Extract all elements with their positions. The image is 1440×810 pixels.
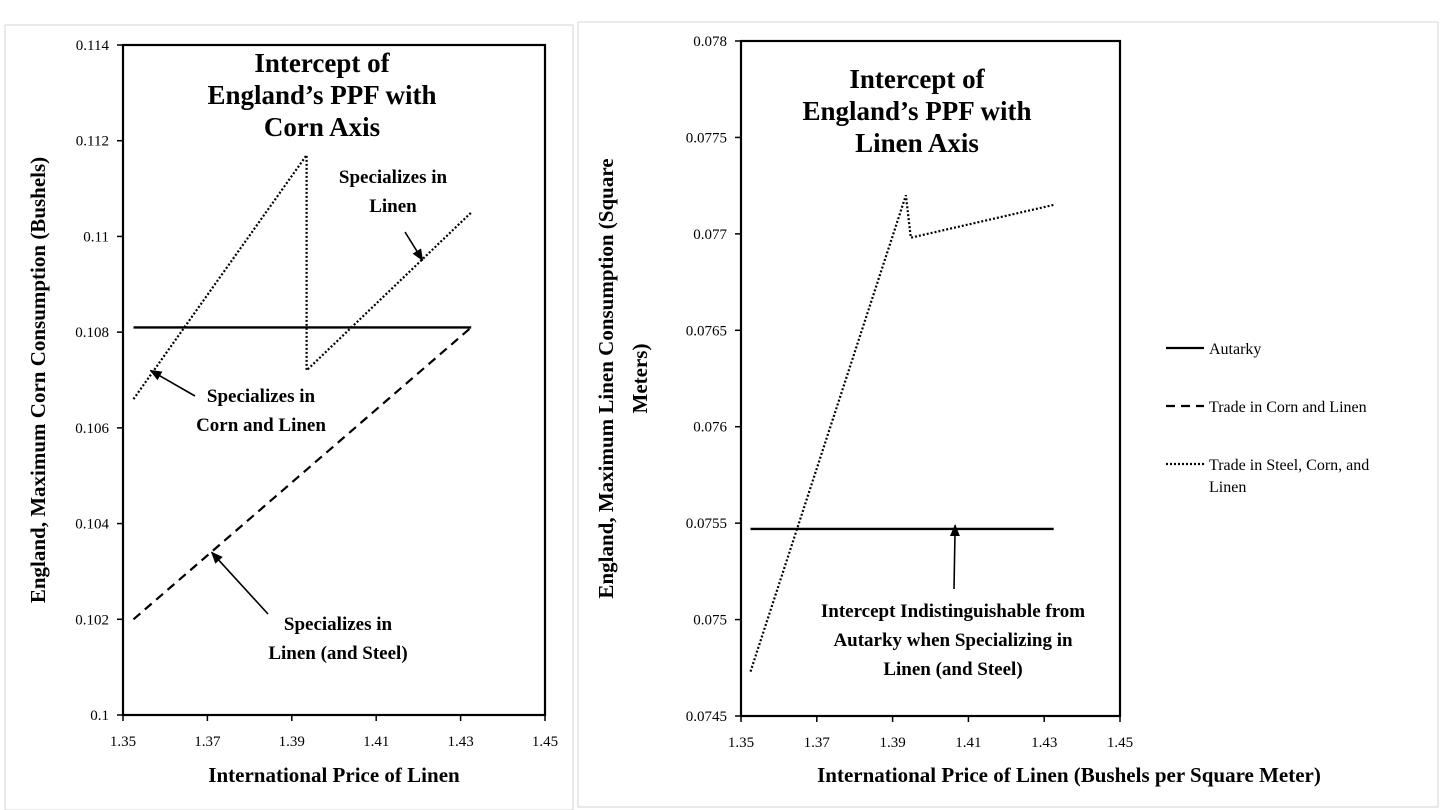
annotation-line: Intercept Indistinguishable from <box>821 601 1085 622</box>
y-tick-label: 0.078 <box>693 34 727 50</box>
y-tick-label: 0.076 <box>693 420 727 436</box>
annotation-line: Intercept of <box>254 48 390 78</box>
x-tick-label: 1.37 <box>194 734 221 750</box>
annotation-line: England’s PPF with <box>802 96 1031 126</box>
legend-label: Autarky <box>1209 341 1261 358</box>
annotation-title: Intercept of England’s PPF with Linen Axis <box>802 64 1031 158</box>
plot-area <box>121 43 547 717</box>
y-tick-label: 0.077 <box>693 227 727 243</box>
annotation-arrow <box>149 369 196 397</box>
series-line <box>132 151 472 400</box>
annotation-line: Specializes in <box>284 614 393 635</box>
x-tick-label: 1.35 <box>728 735 754 751</box>
annotation-label: Specializes in Linen (and Steel) <box>268 614 407 664</box>
annotation-line: Corn and Linen <box>196 415 326 436</box>
legend-label: Trade in Steel, Corn, and Linen <box>1209 457 1369 496</box>
y-axis-title: England, Maximum Linen Consumption (Squa… <box>594 158 652 598</box>
y-tick-label: 0.114 <box>76 38 110 54</box>
y-tick-label: 0.0755 <box>686 516 727 532</box>
series-line <box>749 194 1054 672</box>
annotation-arrow <box>949 524 960 590</box>
x-tick-label: 1.43 <box>1031 735 1057 751</box>
annotation-line: Specializes in <box>339 167 448 188</box>
y-tick-label: 0.104 <box>75 517 109 533</box>
annotation-line: Specializes in <box>207 386 316 407</box>
chart-legend: Autarky Trade in Corn and Linen Trade in S… <box>1166 341 1369 496</box>
annotation-line: Linen Axis <box>855 128 979 158</box>
y-axis-title-line: Meters) <box>628 344 652 414</box>
y-tick-label: 0.0775 <box>686 130 727 146</box>
panel-frame <box>577 21 1439 808</box>
y-axis-title-line: England, Maximum Linen Consumption (Squa… <box>594 158 618 598</box>
x-tick-label: 1.41 <box>363 734 389 750</box>
annotation-arrow <box>210 551 269 615</box>
x-tick-label: 1.39 <box>279 734 305 750</box>
x-tick-label: 1.39 <box>879 735 905 751</box>
annotation-label: Specializes in Linen <box>339 167 448 217</box>
chart-linen-axis: 1.35 1.37 1.39 1.41 1.43 1.45 0.0745 0.075 0.075… <box>577 21 1439 808</box>
annotation-label: Intercept Indistinguishable from Autarky … <box>821 601 1085 680</box>
x-axis-title: International Price of Linen <box>208 763 460 787</box>
x-tick-label: 1.45 <box>532 734 558 750</box>
y-tick-label: 0.106 <box>75 421 109 437</box>
x-tick-label: 1.43 <box>447 734 473 750</box>
y-tick-label: 0.102 <box>75 612 109 628</box>
annotation-label: Specializes in Corn and Linen <box>196 386 326 436</box>
legend-label-line: Linen <box>1209 479 1246 496</box>
y-tick-label: 0.11 <box>83 229 109 245</box>
y-tick-label: 0.112 <box>76 134 109 150</box>
y-axis-title-line: England, Maximum Corn Consumption (Bushe… <box>26 157 50 603</box>
panel-frame <box>4 24 574 810</box>
y-tick-label: 0.0745 <box>686 709 727 725</box>
annotation-arrow <box>404 231 424 262</box>
y-axis-title: England, Maximum Corn Consumption (Bushe… <box>26 157 50 603</box>
y-tick-label: 0.108 <box>75 325 109 341</box>
plot-area <box>739 39 1122 718</box>
x-tick-label: 1.37 <box>804 735 831 751</box>
y-tick-label: 0.1 <box>90 708 109 724</box>
annotation-line: Linen (and Steel) <box>268 643 407 664</box>
legend-label-line: Trade in Corn and Linen <box>1209 399 1367 416</box>
annotation-line: Intercept of <box>849 64 985 94</box>
chart-corn-axis: 1.35 1.37 1.39 1.41 1.43 1.45 0.1 0.102 0.104 0.1… <box>4 24 574 810</box>
annotation-line: Autarky when Specializing in <box>833 630 1073 651</box>
annotation-line: Corn Axis <box>264 112 380 142</box>
x-tick-label: 1.41 <box>955 735 981 751</box>
legend-label: Trade in Corn and Linen <box>1209 399 1367 416</box>
x-tick-label: 1.35 <box>110 734 136 750</box>
annotation-line: Linen <box>369 196 417 217</box>
annotation-title: Intercept of England’s PPF with Corn Axis <box>207 48 436 142</box>
x-axis-title: International Price of Linen (Bushels pe… <box>817 763 1321 787</box>
annotation-line: Linen (and Steel) <box>883 659 1022 680</box>
x-tick-label: 1.45 <box>1107 735 1133 751</box>
legend-label-line: Autarky <box>1209 341 1261 358</box>
y-tick-label: 0.075 <box>693 613 727 629</box>
annotation-line: England’s PPF with <box>207 80 436 110</box>
legend-label-line: Trade in Steel, Corn, and <box>1209 457 1369 474</box>
y-tick-label: 0.0765 <box>686 323 727 339</box>
